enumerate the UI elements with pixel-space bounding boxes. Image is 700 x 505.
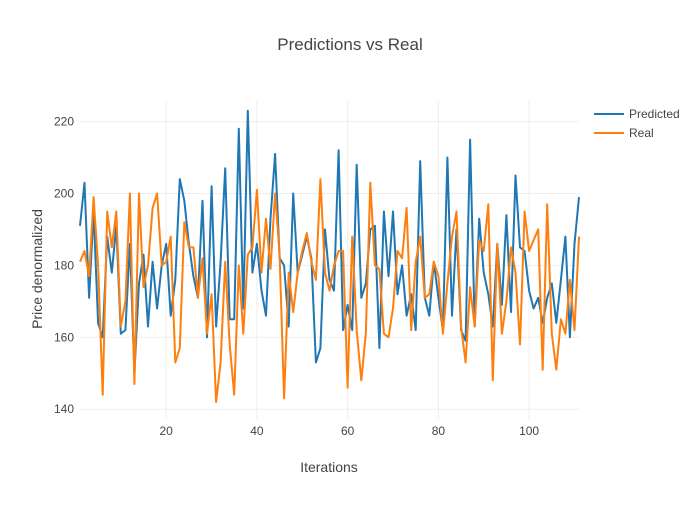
x-tick-label: 80 — [432, 424, 446, 438]
x-axis-title: Iterations — [300, 459, 358, 475]
y-tick-label: 140 — [54, 402, 74, 416]
y-tick-label: 200 — [54, 186, 74, 200]
chart-title: Predictions vs Real — [277, 35, 423, 54]
y-tick-label: 160 — [54, 330, 74, 344]
x-tick-label: 40 — [250, 424, 264, 438]
x-tick-label: 100 — [519, 424, 539, 438]
x-tick-label: 60 — [341, 424, 355, 438]
y-axis-title: Price denormalized — [29, 209, 45, 329]
legend: Predicted Real — [594, 107, 680, 140]
series-line-predicted — [79, 109, 580, 375]
x-tick-label: 20 — [160, 424, 174, 438]
y-tick-label: 180 — [54, 258, 74, 272]
tick-labels: 140 160 180 200 220 20 40 60 80 100 — [54, 115, 539, 438]
y-tick-label: 220 — [54, 115, 74, 129]
legend-label-predicted: Predicted — [629, 107, 680, 121]
series-line-real — [79, 178, 580, 403]
series-layer — [79, 109, 580, 403]
legend-label-real: Real — [629, 126, 654, 140]
